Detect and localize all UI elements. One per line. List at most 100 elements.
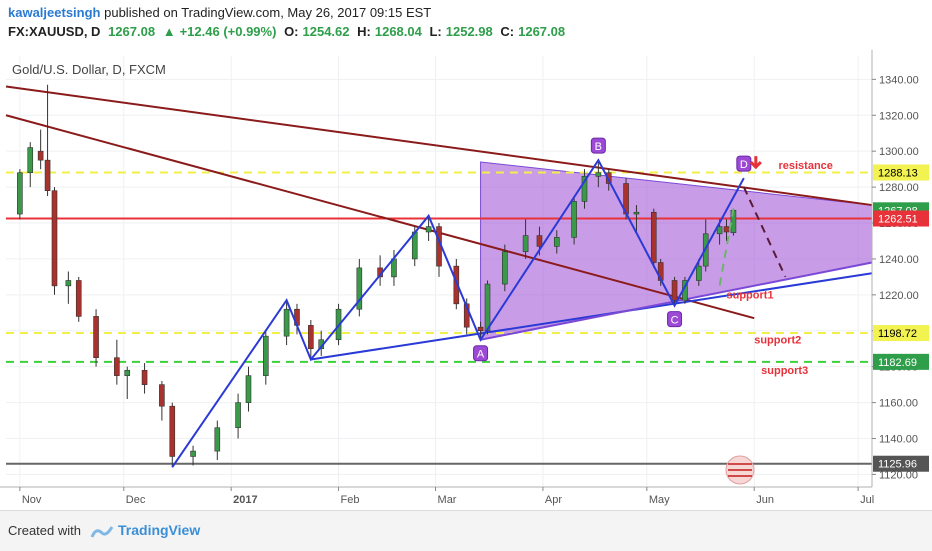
price-label: 1198.72 (878, 328, 917, 340)
price-label-box (873, 325, 929, 342)
candle-body (633, 211, 640, 215)
chart-background (0, 50, 932, 510)
zigzag-line (171, 158, 745, 468)
x-tick-label: Nov (22, 494, 42, 506)
candle-body (536, 235, 543, 247)
candle-body (522, 235, 529, 253)
candle-body (650, 211, 657, 263)
candle-body (27, 147, 34, 174)
y-tick-label: 1280.00 (879, 182, 919, 194)
price-label: 1288.13 (878, 167, 918, 179)
candle-body (75, 280, 82, 317)
candle-body (214, 427, 221, 452)
annotation-label: resistance (778, 160, 832, 172)
pattern-point-marker (667, 311, 683, 328)
publish-line: kawaljeetsingh published on TradingView.… (8, 5, 431, 20)
close-label: C: (500, 24, 515, 39)
pattern-point-marker (590, 137, 606, 154)
down-arrow-icon (749, 156, 762, 170)
candle-body (425, 226, 432, 233)
low-label: L: (429, 24, 442, 39)
x-tick-label: Jun (756, 494, 774, 506)
high-label: H: (357, 24, 371, 39)
candle-body (51, 190, 58, 287)
candle-body (169, 405, 176, 457)
x-tick-label: Apr (545, 494, 562, 506)
candle-body (463, 303, 470, 328)
candle-body (453, 265, 460, 305)
candle-body (114, 357, 120, 376)
candle-body (44, 159, 51, 191)
published-text: published on TradingView.com, May 26, 20… (104, 5, 432, 20)
y-tick-label: 1240.00 (879, 254, 919, 266)
candle-body (159, 384, 165, 407)
last-price: 1267.08 (108, 24, 156, 39)
y-tick-label: 1220.00 (879, 290, 919, 302)
symbol-label: FX:XAUUSD, D (8, 24, 101, 39)
candle-body (477, 326, 484, 332)
projection-line (742, 186, 787, 278)
x-tick-label: May (649, 494, 670, 506)
candle-body (716, 226, 723, 235)
candle-body (723, 226, 730, 233)
trendline (310, 272, 873, 361)
x-tick-label: Mar (438, 494, 457, 506)
candle-body (571, 201, 577, 238)
pattern-point-label: D (740, 159, 748, 171)
trendline (5, 85, 873, 207)
x-tick-label: 2017 (233, 494, 257, 506)
tradingview-logo-icon (90, 526, 114, 538)
trendline (5, 114, 755, 320)
x-tick-label: Dec (126, 494, 146, 506)
open-value: 1254.62 (302, 24, 350, 39)
chart-header: kawaljeetsingh published on TradingView.… (0, 0, 932, 44)
price-label-box (873, 164, 929, 181)
ohlc-line: FX:XAUUSD, D 1267.08 ▲ +12.46 (+0.99%) O:… (8, 24, 569, 39)
pattern-point-label: A (477, 349, 485, 361)
close-value: 1267.08 (518, 24, 566, 39)
price-label: 1125.96 (878, 459, 917, 471)
candle-body (235, 402, 241, 429)
price-axis-bg (872, 50, 932, 510)
candle-body (141, 369, 148, 385)
annotation-label: support2 (754, 334, 801, 346)
created-with-text: Created with (8, 523, 81, 538)
candle-body (695, 265, 702, 281)
candle-body (581, 176, 588, 202)
candle-body (484, 283, 491, 332)
annotation-label: support3 (761, 365, 808, 377)
tradingview-brand[interactable]: TradingView (118, 522, 201, 538)
flag-watermark-icon (725, 455, 755, 485)
price-label: 1182.69 (878, 357, 917, 369)
y-tick-label: 1340.00 (879, 74, 919, 86)
up-triangle-icon: ▲ (162, 24, 176, 39)
x-tick-label: Jul (860, 494, 874, 506)
candle-body (502, 251, 508, 285)
y-tick-label: 1320.00 (879, 110, 919, 122)
y-tick-label: 1160.00 (879, 398, 918, 410)
candle-body (356, 267, 363, 310)
y-tick-label: 1120.00 (879, 469, 918, 481)
candle-body (37, 150, 44, 161)
candle-body (65, 280, 72, 287)
y-tick-label: 1140.00 (879, 434, 918, 446)
candle-body (17, 172, 23, 215)
candle-body (595, 172, 602, 177)
candle-body (245, 375, 252, 403)
pattern-point-label: C (671, 315, 679, 327)
candle-body (93, 316, 99, 359)
pattern-point-marker (473, 345, 489, 362)
chart-title: Gold/U.S. Dollar, D, FXCM (12, 62, 166, 77)
candle-body (262, 335, 269, 376)
candle-body (553, 237, 560, 247)
candle-body (671, 280, 678, 301)
price-label-box (873, 210, 929, 227)
author-link[interactable]: kawaljeetsingh (8, 5, 101, 20)
pattern-point-label: B (595, 141, 602, 153)
footer: Created with TradingView (0, 510, 932, 551)
open-label: O: (284, 24, 299, 39)
x-tick-label: Feb (341, 494, 360, 506)
y-tick-label: 1300.00 (879, 146, 919, 158)
